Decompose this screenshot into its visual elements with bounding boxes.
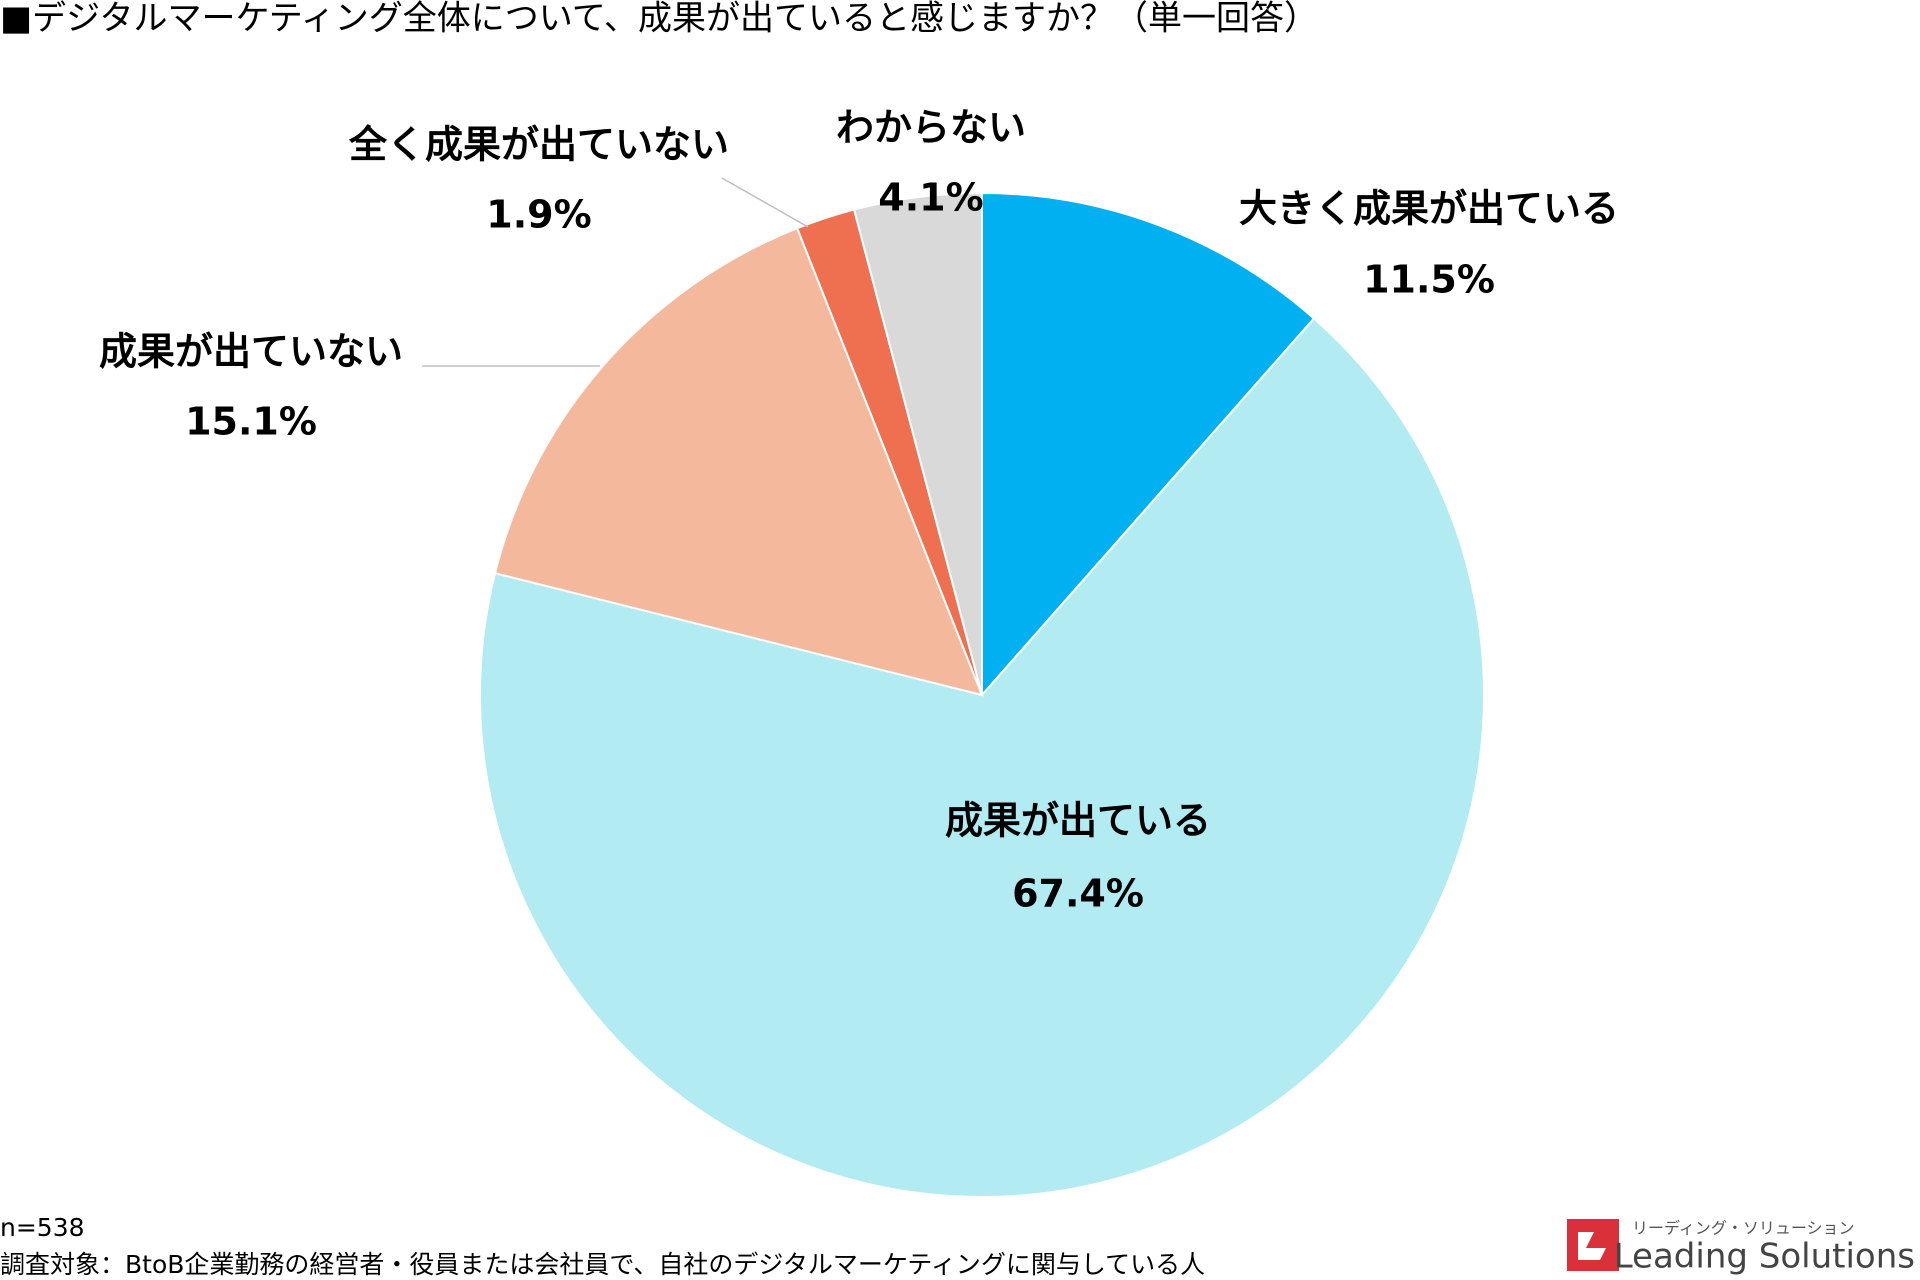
value-label: 67.4% [1012, 872, 1144, 916]
logo-kana: リーディング・ソリューション [1632, 1219, 1855, 1238]
leader-line [721, 177, 809, 228]
value-label: 4.1% [878, 176, 983, 220]
logo-icon [1567, 1219, 1619, 1271]
sample-note: n=538 [0, 1213, 85, 1242]
logo-icon-mark [1578, 1232, 1606, 1260]
value-label: 1.9% [486, 193, 591, 237]
slice-label: 成果が出ていない [99, 330, 403, 374]
slice-label: 成果が出ている [945, 799, 1211, 843]
logo: リーディング・ソリューション Leading Solutions [1567, 1219, 1915, 1277]
value-label: 15.1% [185, 400, 317, 444]
pie-slice [493, 226, 984, 697]
slice-label: 全く成果が出ていない [348, 123, 729, 167]
pie [479, 191, 1485, 1198]
pie-slice [852, 191, 983, 696]
target-note: 調査対象：BtoB企業勤務の経営者・役員または会社員で、自社のデジタルマーケティ… [0, 1250, 1205, 1279]
pie-slice [479, 317, 1485, 1198]
value-label: 11.5% [1363, 258, 1495, 302]
pie-slice [981, 191, 1316, 698]
logo-name: Leading Solutions [1614, 1237, 1915, 1277]
slice-label: 大きく成果が出ている [1239, 187, 1619, 231]
chart-title: ■デジタルマーケティング全体について、成果が出ていると感じますか？（単一回答） [0, 0, 1318, 39]
slice-label: わからない [836, 106, 1026, 150]
